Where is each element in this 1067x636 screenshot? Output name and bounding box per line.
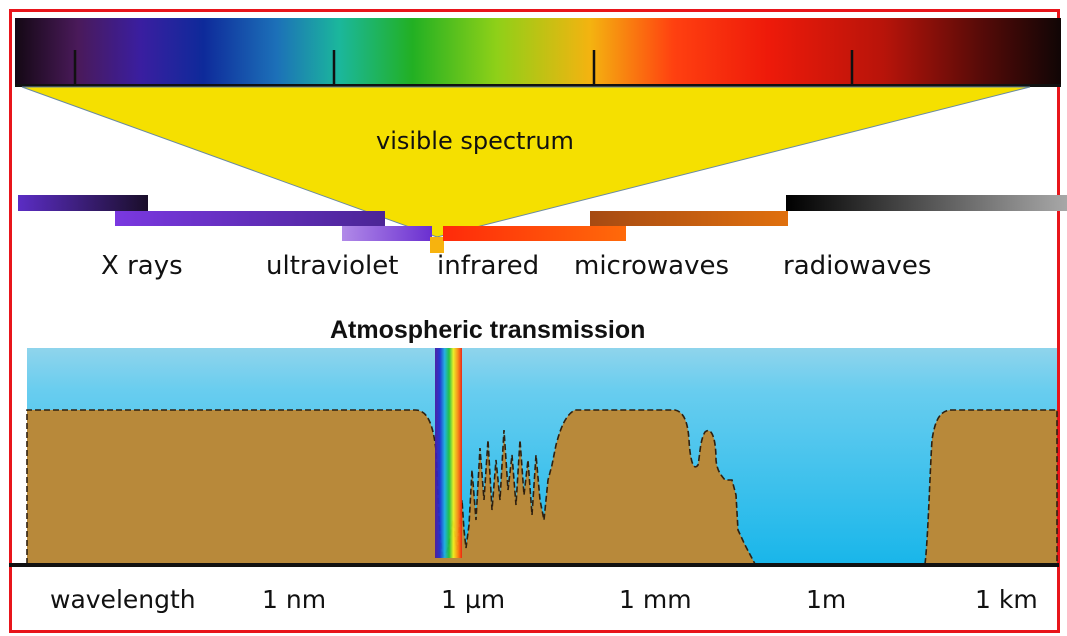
- xray-label: X rays: [101, 251, 183, 281]
- spectrum-bar-baseline: [15, 84, 1061, 87]
- tick-label-1nm: 1 nm: [262, 585, 327, 614]
- microwaves-label: microwaves: [574, 251, 729, 281]
- infrared-label: infrared: [437, 251, 540, 281]
- radiowave-band-bar: [786, 195, 1067, 211]
- ultraviolet-band-bar: [115, 211, 385, 226]
- tick-label-1m: 1m: [806, 585, 847, 614]
- wavelength-axis-line: [9, 563, 1059, 567]
- wavelength-axis-title: wavelength: [50, 585, 196, 614]
- visible-light-window-rainbow: [435, 348, 462, 558]
- tick-label-1mm: 1 mm: [619, 585, 692, 614]
- red-border-frame: [9, 9, 1060, 633]
- ultraviolet-label: ultraviolet: [266, 251, 399, 281]
- xray-band-bar: [18, 195, 148, 211]
- visible-spectrum-label: visible spectrum: [376, 127, 574, 155]
- infrared-band-bar: [443, 226, 626, 241]
- atmospheric-transmission-title: Atmospheric transmission: [330, 316, 646, 344]
- visible-band-marker: [430, 237, 444, 253]
- tick-label-1km: 1 km: [975, 585, 1038, 614]
- spectrum-tick-marks: [73, 50, 854, 86]
- tick-label-1um: 1 µm: [441, 585, 506, 614]
- visible-spectrum-cone: [21, 86, 1031, 238]
- visible-spectrum-bar: [15, 18, 1061, 86]
- microwave-band-bar: [590, 211, 788, 226]
- ultraviolet-near-band-bar: [342, 226, 432, 241]
- radiowaves-label: radiowaves: [783, 251, 932, 281]
